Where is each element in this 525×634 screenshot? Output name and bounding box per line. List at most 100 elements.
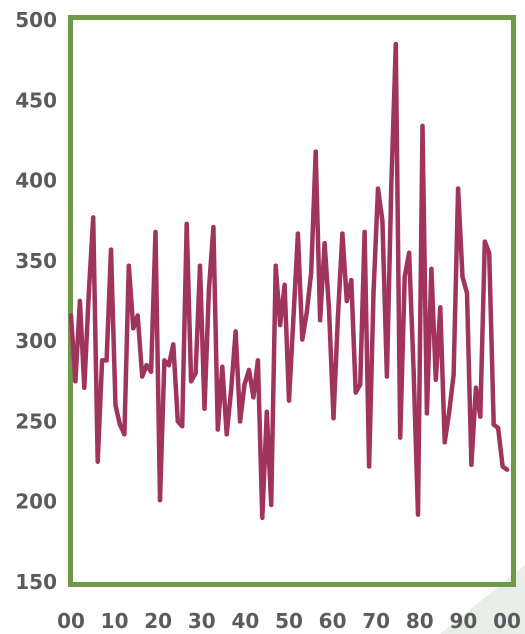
x-tick-label: 00 — [57, 609, 85, 633]
data-point — [202, 406, 207, 411]
data-point — [73, 379, 78, 384]
x-tick-label: 90 — [449, 609, 477, 633]
y-tick-label: 450 — [15, 88, 57, 112]
data-point — [482, 239, 487, 244]
data-point — [415, 512, 421, 517]
data-point — [260, 515, 265, 520]
data-point — [68, 313, 74, 318]
data-point — [126, 263, 131, 268]
x-tick-label: 30 — [188, 609, 216, 633]
y-tick-label: 200 — [15, 490, 57, 514]
data-point — [349, 277, 354, 283]
x-tick-label: 00 — [493, 609, 521, 633]
data-point — [433, 377, 438, 382]
tick-labels: 150 200 250 300 350 400 450 500 00 10 20 30 40 50 60 70… — [15, 8, 521, 633]
x-tick-label: 60 — [319, 609, 347, 633]
plot-frame — [68, 15, 516, 587]
data-point — [215, 427, 220, 432]
data-point — [188, 379, 194, 384]
data-point — [420, 123, 425, 129]
data-point — [473, 385, 479, 390]
data-point — [282, 282, 287, 288]
data-point — [184, 221, 189, 227]
data-point — [180, 424, 185, 429]
data-point — [464, 290, 470, 296]
y-tick-label: 150 — [15, 570, 57, 594]
x-tick-label: 10 — [101, 609, 129, 633]
data-point — [295, 231, 301, 236]
x-tick-label: 50 — [275, 609, 303, 633]
data-point — [455, 186, 461, 191]
data-point — [131, 326, 136, 331]
data-point — [447, 409, 452, 414]
data-point — [175, 419, 180, 424]
data-point — [171, 342, 176, 347]
data-point — [148, 369, 154, 374]
data-point — [375, 186, 381, 191]
data-point — [389, 183, 394, 188]
data-point — [220, 364, 225, 369]
data-point — [478, 414, 483, 419]
data-point — [211, 224, 216, 230]
data-point — [277, 322, 283, 328]
data-point — [166, 363, 172, 368]
series-line — [68, 41, 510, 521]
data-point — [317, 318, 323, 323]
data-points — [68, 41, 510, 520]
data-point — [322, 241, 327, 246]
data-point — [140, 374, 145, 379]
x-tick-label: 80 — [406, 609, 434, 633]
data-point — [460, 274, 465, 280]
x-tick-label: 70 — [362, 609, 390, 633]
data-point — [157, 497, 163, 503]
data-point — [393, 41, 398, 47]
data-point — [300, 337, 305, 342]
data-point — [144, 363, 149, 368]
data-point — [371, 290, 376, 296]
data-point — [108, 247, 114, 252]
data-point — [340, 231, 345, 236]
data-point — [362, 229, 367, 235]
data-point — [398, 435, 403, 440]
data-point — [353, 390, 358, 395]
data-point — [495, 425, 501, 431]
data-point — [406, 250, 412, 255]
data-point — [491, 422, 496, 427]
data-point — [309, 269, 314, 275]
data-point — [113, 403, 118, 408]
data-point — [291, 316, 296, 321]
data-point — [313, 149, 318, 154]
data-point — [402, 274, 407, 280]
data-point — [86, 290, 92, 296]
data-point — [264, 409, 269, 414]
data-point — [162, 358, 167, 363]
data-point — [442, 440, 447, 445]
data-point — [451, 372, 456, 378]
data-point — [504, 467, 510, 472]
data-point — [206, 287, 212, 292]
data-point — [487, 250, 492, 255]
data-point — [469, 462, 474, 467]
x-tick-label: 20 — [144, 609, 172, 633]
data-point — [335, 314, 341, 320]
data-point — [246, 367, 252, 373]
data-point — [251, 395, 256, 400]
data-point — [326, 306, 332, 312]
data-point — [242, 382, 247, 387]
data-point — [233, 329, 238, 334]
data-point — [237, 419, 243, 424]
data-point — [95, 459, 100, 464]
data-point — [331, 416, 336, 421]
y-tick-label: 500 — [15, 8, 57, 32]
data-point — [384, 374, 390, 379]
data-point — [224, 432, 229, 437]
data-point — [438, 305, 443, 310]
data-point — [304, 310, 309, 315]
data-point — [344, 298, 349, 304]
data-point — [153, 229, 158, 235]
data-point — [229, 387, 234, 392]
data-point — [91, 215, 96, 220]
data-point — [411, 367, 416, 373]
data-point — [273, 263, 278, 268]
